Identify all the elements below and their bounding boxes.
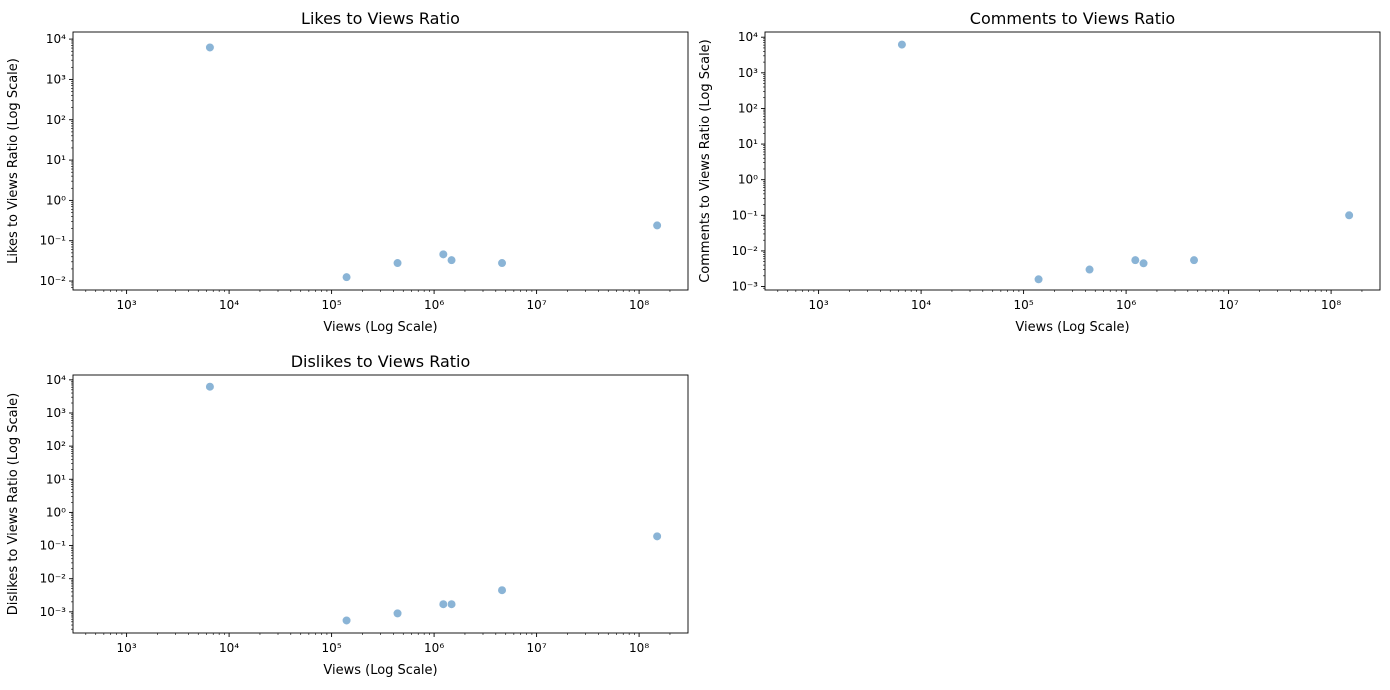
data-point — [446, 255, 457, 265]
data-point — [497, 585, 507, 595]
data-point — [392, 258, 403, 268]
x-tick-label: 10³ — [117, 298, 137, 312]
y-tick-label: 10⁰ — [738, 173, 758, 187]
y-tick-label: 10⁻² — [732, 244, 759, 258]
chart-title: Dislikes to Views Ratio — [291, 352, 471, 371]
y-tick-label: 10¹ — [46, 153, 66, 167]
data-point — [446, 599, 457, 609]
y-tick-label: 10² — [738, 101, 758, 115]
y-tick-label: 10² — [46, 439, 66, 453]
x-tick-label: 10⁴ — [219, 298, 239, 312]
data-point — [1130, 255, 1140, 265]
x-tick-label: 10⁷ — [527, 641, 547, 655]
x-tick-label: 10⁴ — [911, 298, 931, 312]
data-point — [392, 608, 403, 618]
x-tick-label: 10⁸ — [629, 641, 649, 655]
data-point — [1189, 255, 1199, 265]
data-point — [652, 220, 662, 230]
x-tick-label: 10⁵ — [322, 298, 342, 312]
y-axis-label: Comments to Views Ratio (Log Scale) — [698, 39, 713, 283]
x-tick-label: 10⁶ — [424, 298, 444, 312]
y-axis-label: Likes to Views Ratio (Log Scale) — [6, 58, 21, 264]
x-axis-label: Views (Log Scale) — [323, 663, 437, 678]
y-tick-label: 10⁴ — [738, 30, 758, 44]
y-tick-label: 10⁻³ — [732, 280, 759, 294]
y-tick-label: 10¹ — [46, 472, 66, 486]
data-point — [1344, 210, 1354, 220]
y-tick-label: 10⁻² — [40, 572, 67, 586]
subplot-1: 10³ 10⁴ 10⁵ 10⁶ 10⁷ 10⁸ 10⁻² 10⁻¹ 10⁰ 10¹ 10² 10³ 10… — [6, 9, 689, 335]
chart-title: Likes to Views Ratio — [301, 9, 460, 28]
y-tick-label: 10³ — [46, 72, 66, 86]
y-tick-label: 10⁻¹ — [40, 234, 67, 248]
x-tick-label: 10⁴ — [219, 641, 239, 655]
x-tick-label: 10⁷ — [527, 298, 547, 312]
x-tick-label: 10⁶ — [424, 641, 444, 655]
y-tick-label: 10⁻¹ — [732, 208, 759, 222]
data-point — [205, 42, 215, 53]
y-tick-label: 10¹ — [738, 137, 758, 151]
x-tick-label: 10³ — [117, 641, 137, 655]
x-tick-label: 10⁵ — [1014, 298, 1034, 312]
data-point — [497, 258, 507, 268]
data-point — [1033, 274, 1044, 284]
x-tick-label: 10⁸ — [629, 298, 649, 312]
data-point — [652, 531, 662, 541]
data-point — [341, 272, 352, 282]
y-tick-label: 10³ — [46, 406, 66, 420]
y-tick-label: 10⁻³ — [40, 605, 67, 619]
x-tick-label: 10³ — [809, 298, 829, 312]
x-tick-label: 10⁷ — [1219, 298, 1239, 312]
x-tick-label: 10⁶ — [1116, 298, 1136, 312]
subplot-2: 10³ 10⁴ 10⁵ 10⁶ 10⁷ 10⁸ 10⁻³ 10⁻² 10⁻¹ 10⁰ 10¹ 10² 1… — [698, 9, 1381, 335]
chart-title: Comments to Views Ratio — [970, 9, 1175, 28]
y-tick-label: 10⁻² — [40, 274, 67, 288]
plot-frame — [764, 31, 1381, 291]
data-point — [1138, 258, 1149, 268]
y-axis-label: Dislikes to Views Ratio (Log Scale) — [6, 393, 21, 616]
data-point — [438, 249, 448, 259]
subplot-3: 10³ 10⁴ 10⁵ 10⁶ 10⁷ 10⁸ 10⁻³ 10⁻² 10⁻¹ 10⁰ 10¹ 10² 1… — [6, 352, 689, 678]
plot-frame — [72, 31, 689, 291]
y-tick-label: 10⁴ — [46, 373, 66, 387]
data-point — [1084, 264, 1095, 275]
y-tick-label: 10⁰ — [46, 193, 66, 207]
y-tick-label: 10⁻¹ — [40, 539, 67, 553]
data-point — [897, 40, 907, 50]
data-point — [205, 382, 215, 392]
y-tick-label: 10⁰ — [46, 505, 66, 519]
x-axis-label: Views (Log Scale) — [323, 320, 437, 335]
y-tick-label: 10² — [46, 113, 66, 127]
data-point — [341, 615, 352, 626]
plot-frame — [72, 374, 689, 634]
y-tick-label: 10⁴ — [46, 32, 66, 46]
y-tick-label: 10³ — [738, 66, 758, 80]
x-tick-label: 10⁸ — [1321, 298, 1341, 312]
data-point — [438, 599, 448, 609]
x-axis-label: Views (Log Scale) — [1015, 320, 1129, 335]
x-tick-label: 10⁵ — [322, 641, 342, 655]
